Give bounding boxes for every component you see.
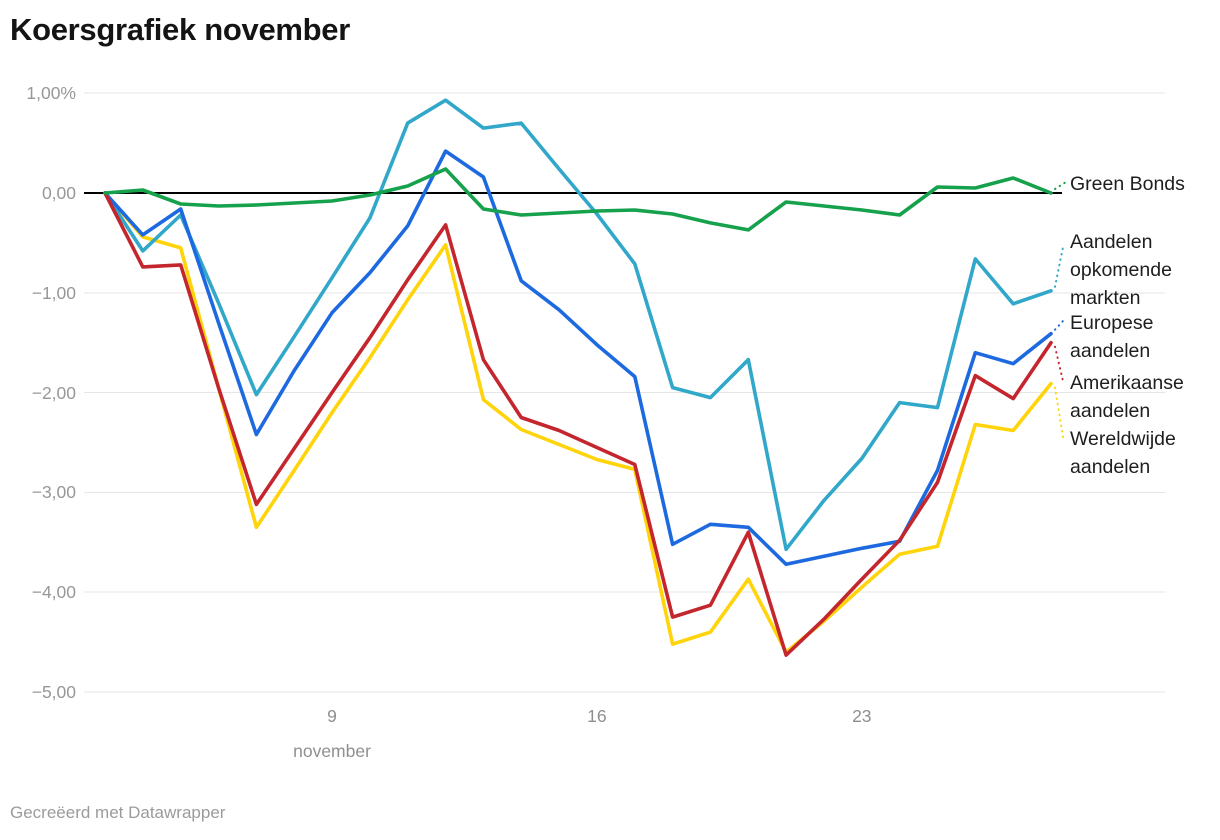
series-label-aandelen-opkomende-markten: Aandelen opkomende markten: [1070, 228, 1172, 312]
series-label-line: markten: [1070, 287, 1141, 309]
y-axis-tick-label: −4,00: [31, 582, 76, 603]
label-leader-line: [1054, 181, 1067, 190]
series-label-line: Amerikaanse: [1070, 372, 1184, 394]
chart-title: Koersgrafiek november: [10, 12, 350, 47]
x-axis-tick-label: 23: [852, 706, 872, 726]
y-axis-tick-label: −2,00: [31, 382, 76, 403]
series-label-line: Aandelen: [1070, 231, 1153, 253]
series-label-line: Green Bonds: [1070, 173, 1185, 195]
y-axis-tick-label: −3,00: [31, 482, 76, 503]
x-axis-tick-label: 9: [327, 706, 337, 726]
label-leader-line: [1054, 386, 1064, 438]
series-label-line: Wereldwijde: [1070, 428, 1176, 450]
y-axis-tick-label: 0,00: [41, 183, 76, 203]
y-axis-tick-label: 1,00%: [26, 83, 76, 104]
series-line-aandelen-opkomende-markten: [103, 98, 1053, 552]
series-label-line: Europese: [1070, 312, 1154, 334]
series-label-line: aandelen: [1070, 400, 1151, 422]
series-label-line: opkomende: [1070, 259, 1172, 281]
series-label-line: aandelen: [1070, 340, 1151, 362]
series-label-line: aandelen: [1070, 456, 1151, 478]
y-axis-tick-label: −1,00: [31, 282, 76, 303]
series-line-europese-aandelen: [103, 149, 1053, 567]
series-line-green-bonds: [103, 167, 1053, 232]
series-label-wereldwijde-aandelen: Wereldwijde aandelen: [1070, 425, 1176, 481]
attribution-text: Gecreëerd met Datawrapper: [10, 803, 226, 822]
x-axis-month-label: november: [293, 741, 371, 761]
x-axis-tick-label: 16: [587, 706, 607, 726]
series-label-europese-aandelen: Europese aandelen: [1070, 309, 1153, 365]
label-leader-line: [1054, 320, 1064, 331]
series-label-green-bonds: Green Bonds: [1070, 170, 1185, 198]
series-line-amerikaanse-aandelen: [103, 191, 1053, 657]
y-axis-tick-label: −5,00: [31, 682, 76, 702]
label-leader-line: [1054, 345, 1064, 382]
series-label-amerikaanse-aandelen: Amerikaanse aandelen: [1070, 369, 1184, 425]
label-leader-line: [1054, 246, 1064, 288]
series-line-wereldwijde-aandelen: [103, 191, 1053, 654]
